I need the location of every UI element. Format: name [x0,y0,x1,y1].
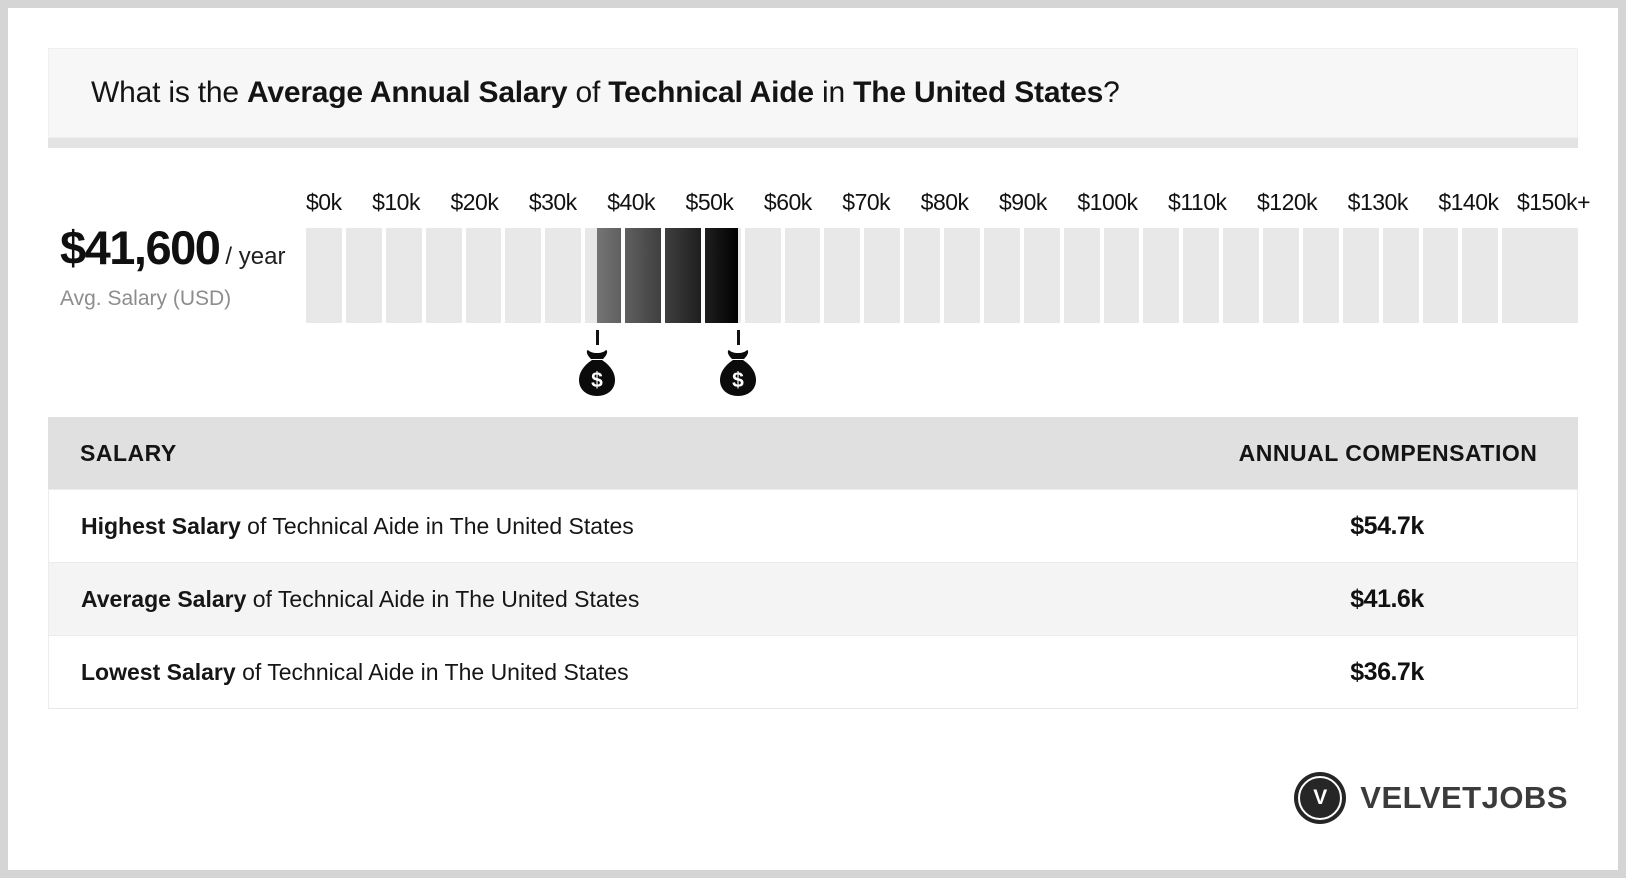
scale-cell [585,228,621,323]
axis-tick-label: $100k [1077,189,1138,215]
scale-markers: $ $ [306,323,1578,405]
money-bag-icon: $ [579,350,616,396]
scale-cell [545,228,582,323]
column-header-annual-compensation: ANNUAL COMPENSATION [1238,439,1538,466]
axis-tick-label: $130k [1347,189,1409,215]
velvetjobs-brand-text: VELVETJOBS [1360,780,1568,815]
annual-compensation-value: $36.7k [1350,657,1424,686]
average-salary-summary: $41,600/ year Avg. Salary (USD) [60,220,285,311]
axis-tick-label: $50k [685,189,734,215]
scale-cell [425,228,462,323]
question-text: What is the Average Annual Salary of Tec… [91,76,1120,110]
axis-tick-label: $10k [372,189,420,215]
axis-tick-label: $80k [920,189,969,215]
question-segment: in [813,76,854,109]
axis-tick-label: $150k+ [1516,189,1591,215]
scale-cell [505,228,542,323]
question-segment: What is the [91,76,247,109]
average-salary-line: $41,600/ year [60,220,285,275]
scale-cells [306,228,1578,323]
axis-tick-label: $60k [763,189,812,215]
scale-cell [1502,228,1578,323]
axis-tick-label: $70k [842,189,891,215]
scale-cell [1382,228,1419,323]
highlighted-range-segment [597,228,621,323]
scale-cell [1263,228,1299,323]
svg-text:$: $ [591,369,603,392]
salary-row-label: Lowest Salary of Technical Aide in The U… [81,658,629,685]
scale-cell [1183,228,1220,323]
lowest-salary-marker: $ [575,330,619,398]
axis-tick-label: $110k [1168,189,1227,215]
column-header-salary: SALARY [80,439,177,466]
velvetjobs-logo[interactable]: V VELVETJOBS [1294,772,1568,824]
scale-cell [306,228,342,323]
table-body: Highest Salary of Technical Aide in The … [48,489,1578,708]
axis-tick-label: $30k [528,189,577,215]
svg-text:$: $ [733,369,745,392]
scale-cell [625,228,661,323]
highlighted-range-segment [664,228,701,323]
scale-cell [664,228,701,323]
salary-scale-chart: $41,600/ year Avg. Salary (USD) $0k $10k $… [48,168,1591,413]
salary-row-label: Average Salary of Technical Aide in The … [81,585,640,612]
table-header-row: SALARY ANNUAL COMPENSATION [48,417,1578,489]
scale-cell [465,228,502,323]
question-bold-segment: The United States [853,76,1104,109]
scale-cell [864,228,901,323]
question-banner: What is the Average Annual Salary of Tec… [48,48,1578,138]
salary-table: SALARY ANNUAL COMPENSATION Highest Salar… [48,417,1578,709]
per-year-label: / year [225,243,286,270]
scale-cell [1143,228,1180,323]
salary-scale: $0k $10k $20k $30k $40k $50k $60k $70k $80k $90k $… [306,186,1591,405]
average-salary-caption: Avg. Salary (USD) [60,287,232,310]
scale-cell [345,228,382,323]
scale-cell [385,228,422,323]
scale-cell [1422,228,1459,323]
money-bag-icon: $ [720,350,757,396]
axis-tick-label: $20k [450,189,499,215]
annual-compensation-value: $54.7k [1350,511,1424,540]
question-segment: ? [1103,76,1120,109]
scale-cell [904,228,940,323]
highlighted-range-segment [625,228,661,323]
scale-cell [1023,228,1060,323]
scale-cell [744,228,781,323]
scale-cell [1462,228,1499,323]
scale-cell [784,228,821,323]
table-row: Highest Salary of Technical Aide in The … [48,489,1578,562]
axis-tick-label: $0k [306,189,342,215]
monogram-letter: V [1313,786,1328,809]
axis-tick-label: $120k [1257,189,1318,215]
infographic-card: What is the Average Annual Salary of Tec… [8,8,1618,870]
scale-cell [983,228,1020,323]
question-bold-segment: Technical Aide [608,76,814,109]
scale-cell [824,228,861,323]
highest-salary-marker: $ [716,330,760,398]
question-segment: of [567,76,609,109]
scale-cell [1063,228,1100,323]
marker-dash [595,330,599,345]
scale-cell [704,228,741,323]
highlighted-range-segment [704,228,739,323]
average-salary-amount: $41,600 [60,221,221,274]
table-row: Lowest Salary of Technical Aide in The U… [48,635,1578,708]
scale-cell [1302,228,1339,323]
scale-cell [1223,228,1259,323]
scale-cell [944,228,980,323]
axis-tick-labels: $0k $10k $20k $30k $40k $50k $60k $70k $80k $90k $… [306,186,1591,216]
scale-cell [1103,228,1140,323]
salary-row-label: Highest Salary of Technical Aide in The … [81,512,634,539]
annual-compensation-value: $41.6k [1350,584,1424,613]
axis-tick-label: $90k [999,189,1047,215]
table-row: Average Salary of Technical Aide in The … [48,562,1578,635]
velvetjobs-monogram-icon: V [1294,772,1347,824]
axis-tick-label: $140k [1438,189,1499,215]
scale-cell [1342,228,1379,323]
question-bold-segment: Average Annual Salary [247,76,568,109]
axis-tick-label: $40k [607,189,656,215]
marker-dash [736,330,740,345]
